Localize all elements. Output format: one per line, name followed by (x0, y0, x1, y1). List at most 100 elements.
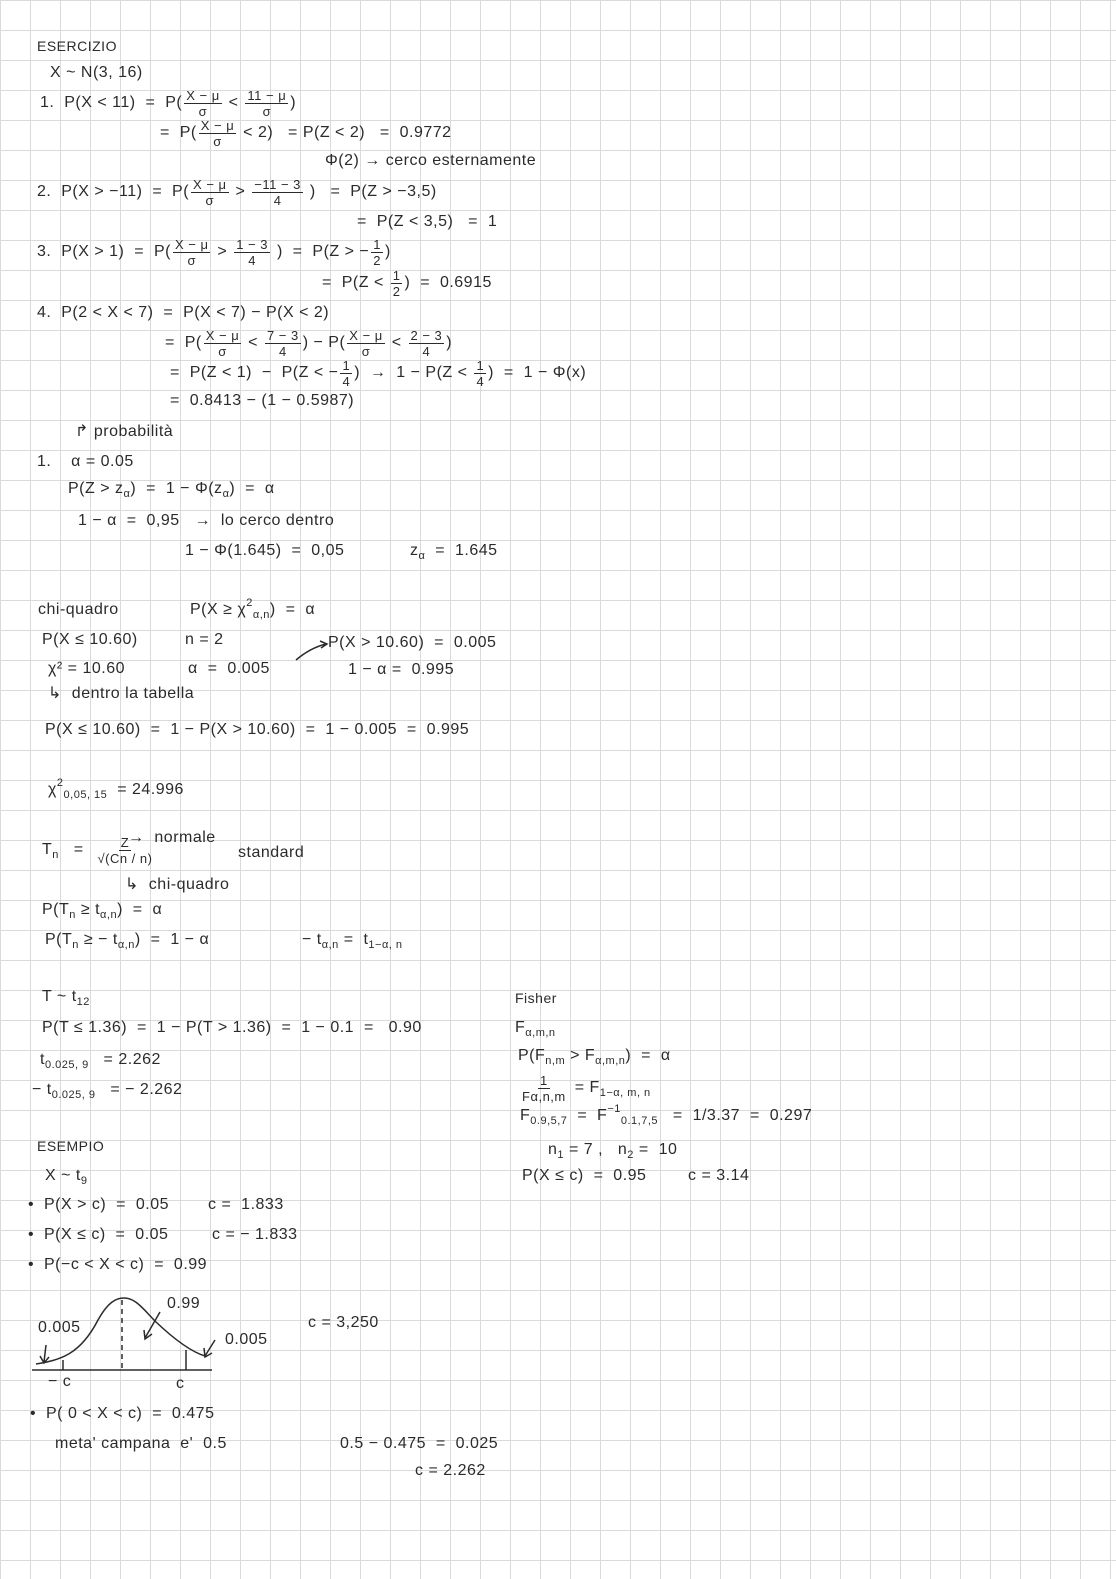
note-line: X ~ N(3, 16) (50, 63, 143, 83)
note-line: c (176, 1374, 185, 1394)
note-line: ESERCIZIO (37, 36, 117, 56)
note-line: standard (238, 843, 304, 863)
text-segment: = P(Z < 2) = 0.9772 (273, 124, 452, 141)
text-segment: → normale (128, 829, 216, 846)
note-line: ↱ probabilità (75, 422, 173, 442)
note-line: n = 2 (185, 630, 224, 650)
text-segment: = P(Z < (322, 274, 389, 291)
fraction-denominator: 4 (422, 343, 431, 359)
fraction-numerator: −11 − 3 (252, 176, 303, 193)
text-segment: 1 − Φ(1.645) = 0,05 (185, 542, 345, 559)
subscript: α (222, 488, 230, 500)
text-segment: ) = α (229, 480, 275, 497)
note-line: ↳ chi-quadro (125, 875, 229, 895)
bell-curve-diagram (32, 1297, 216, 1371)
text-segment: Fisher (515, 990, 557, 1006)
text-segment: ) = P(Z > − (272, 243, 370, 260)
text-segment: = t (338, 931, 369, 948)
superscript: 2 (56, 777, 64, 789)
fraction: 1 Fα,n,m (520, 1073, 568, 1104)
fraction-denominator: 4 (273, 192, 282, 208)
note-line: 0.99 (167, 1294, 200, 1314)
note-line: = 0.8413 − (1 − 0.5987) (170, 391, 354, 411)
text-segment: P(X ≥ χ (190, 601, 247, 618)
text-segment: < (243, 334, 263, 351)
text-segment: P(Z > z (68, 480, 124, 497)
note-line: ↳ dentro la tabella (48, 684, 194, 704)
text-segment: = 1.645 (425, 542, 498, 559)
density-curve (35, 1297, 206, 1365)
fraction-denominator: σ (218, 343, 227, 359)
fraction-denominator: √(Cn / n) (97, 850, 153, 866)
subscript: n (72, 939, 79, 951)
text-segment: 2. P(X > −11) = P( (37, 183, 190, 200)
note-line: T ~ t 12 (42, 987, 90, 1008)
text-segment: χ² = 10.60 (48, 660, 125, 677)
note-line: • P( 0 < X < c) = 0.475 (30, 1404, 214, 1424)
text-segment: = F (569, 1079, 600, 1096)
note-line: 1 Fα,n,m = F 1−α, m, n (518, 1073, 651, 1104)
text-segment: 4. P(2 < X < 7) = P(X < 7) − P(X < 2) (37, 304, 330, 321)
text-segment: = 2.262 (88, 1051, 161, 1068)
fraction-numerator: 11 − μ (245, 87, 289, 104)
text-segment: n (548, 1141, 558, 1158)
text-segment: ) − P( (302, 334, 346, 351)
note-line: 0.005 (225, 1330, 268, 1350)
text-segment: 0.005 (225, 1331, 268, 1348)
note-line: χ 2 0,05, 15 = 24.996 (48, 777, 184, 801)
note-line: P(X ≤ 10.60) (42, 630, 138, 650)
note-line: 0.5 − 0.475 = 0.025 (340, 1434, 498, 1454)
note-line: P(T n ≥ t α,n) = α (42, 900, 162, 921)
text-segment: ↳ chi-quadro (125, 876, 230, 893)
text-segment: χ (48, 781, 57, 798)
fraction-numerator: X − μ (184, 87, 222, 104)
text-segment: = P(Z < 1) − P(Z < − (170, 364, 339, 381)
note-line: Fisher (515, 988, 557, 1008)
fraction-denominator: σ (361, 343, 371, 359)
text-segment: ) = 0.6915 (404, 274, 492, 291)
fraction-denominator: 4 (248, 252, 256, 268)
note-line: c = 3.14 (688, 1166, 749, 1186)
text-segment: • P(X > c) = 0.05 (28, 1196, 169, 1213)
text-segment: P(T ≤ 1.36) = 1 − P(T > 1.36) = 1 − 0.1 … (42, 1019, 422, 1036)
text-segment: T (42, 841, 53, 858)
note-line: Φ(2) → cerco esternamente (325, 151, 536, 171)
text-segment: ↳ dentro la tabella (48, 685, 195, 702)
note-line: − c (48, 1372, 71, 1392)
note-line: • P(X ≤ c) = 0.05 (28, 1225, 168, 1245)
note-line: χ² = 10.60 (48, 659, 125, 679)
note-line: P(T n ≥ − t α,n) = 1 − α (45, 930, 209, 951)
text-segment: P(F (518, 1047, 546, 1064)
text-segment: < 2) (238, 124, 274, 141)
note-line: • P(X > c) = 0.05 (28, 1195, 169, 1215)
subscript: n (52, 849, 59, 861)
fraction-numerator: X − μ (198, 117, 237, 134)
note-line: = P(Z < 1 2) = 0.6915 (322, 268, 492, 299)
note-line: P(X ≤ 10.60) = 1 − P(X > 10.60) = 1 − 0.… (45, 720, 469, 740)
note-line: − t α,n = t 1−α, n (302, 930, 403, 951)
fraction-denominator: σ (205, 192, 215, 208)
note-line: 1. α = 0.05 (37, 452, 134, 472)
text-segment: ≥ − t (78, 931, 118, 948)
arrow-center (143, 1311, 161, 1341)
text-segment: = P( (165, 334, 202, 351)
subscript: n,m (545, 1055, 566, 1067)
subscript: 0,05, 15 (63, 789, 108, 801)
fraction-numerator: 1 − 3 (234, 236, 270, 253)
superscript: −1 (607, 1103, 621, 1115)
text-segment: ) = P(Z > −3,5) (304, 183, 437, 200)
subscript: 0.9,5,7 (530, 1115, 568, 1127)
text-segment: 0.5 − 0.475 = 0.025 (340, 1435, 499, 1452)
text-segment: 0.005 (38, 1319, 81, 1336)
text-segment: ) = α (625, 1047, 671, 1064)
